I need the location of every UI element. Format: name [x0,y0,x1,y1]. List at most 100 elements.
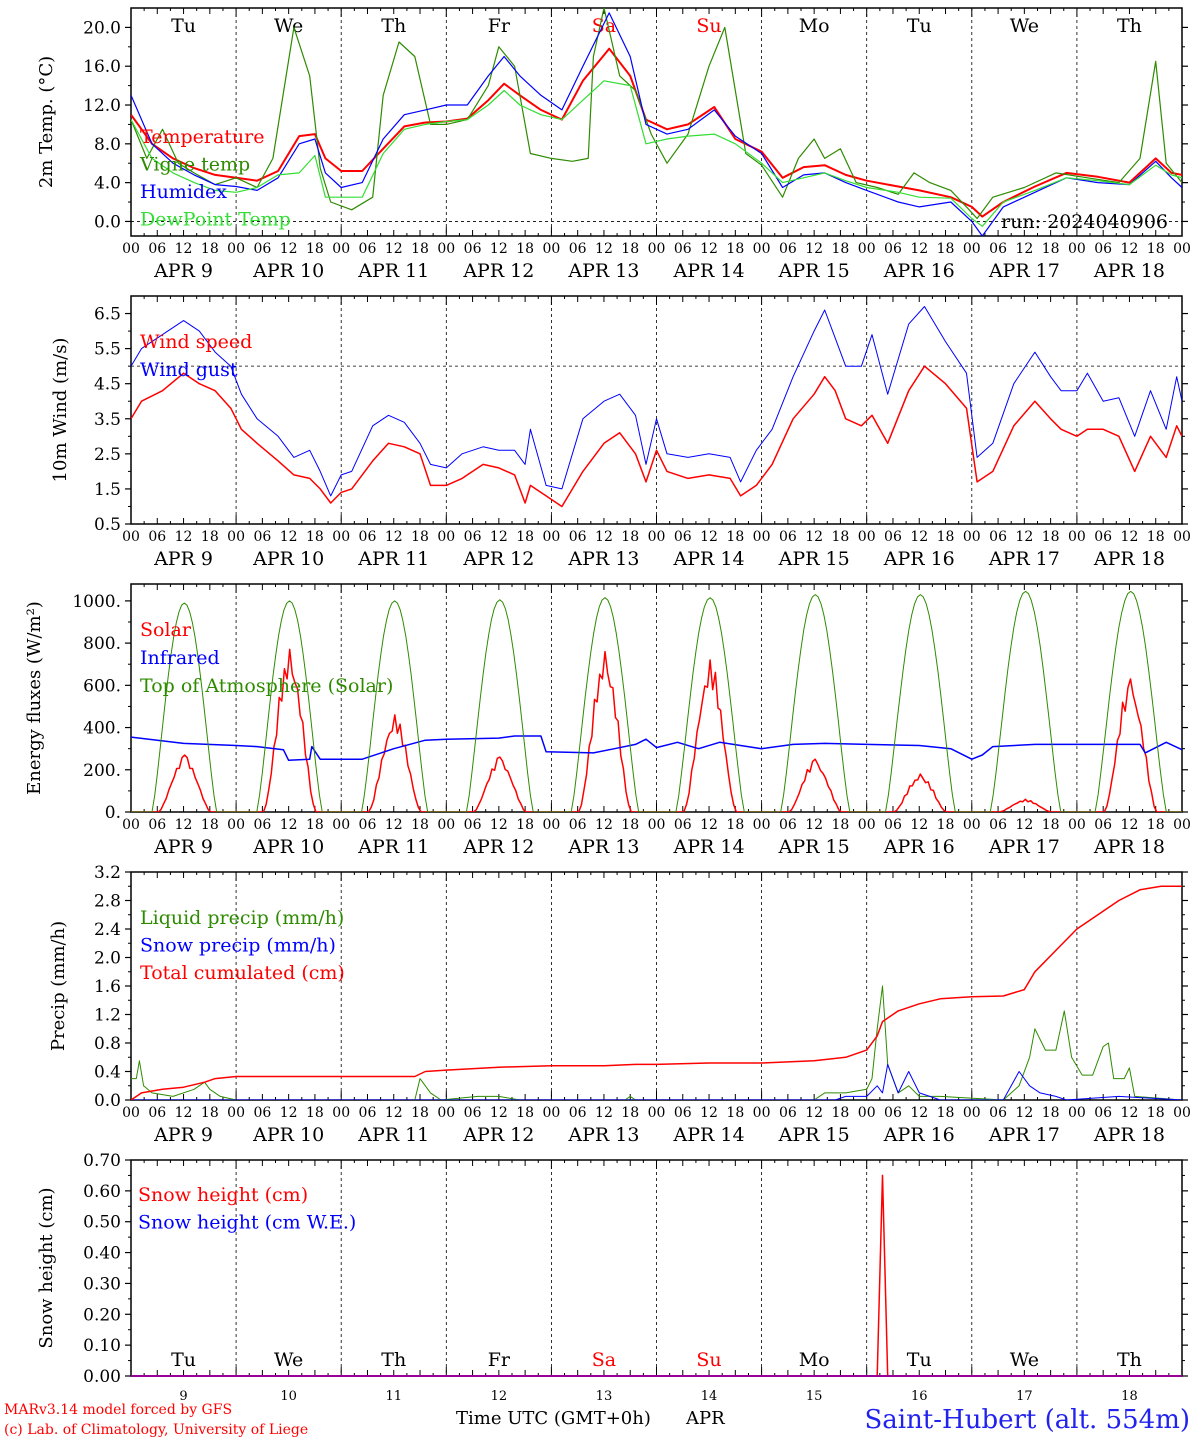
flux-hour-label: 00 [332,817,350,833]
precip-hour-label: 00 [542,1105,560,1121]
flux-hour-label: 06 [464,817,482,833]
snow-legend-entry: Snow height (cm) [138,1184,308,1206]
precip-hour-label: 12 [1121,1105,1139,1121]
precip-legend-entry: Total cumulated (cm) [140,962,345,984]
precip-hour-label: 18 [1147,1105,1165,1121]
snow-day-number: 12 [491,1389,508,1404]
wind-y-tick-label: 4.5 [94,375,121,395]
flux-hour-label: 06 [1094,817,1112,833]
panel-snow: 0.00 0.10 0.20 0.30 0.40 0.50 0.60 0.70 Tu We Th Fr… [36,1151,1188,1404]
flux-hour-label: 00 [858,817,876,833]
wind-hour-label: 06 [148,529,166,545]
temp-hour-label: 00 [437,241,455,257]
flux-hour-label: 18 [201,817,219,833]
temp-date-label: APR 16 [883,260,955,282]
wind-hour-label: 06 [884,529,902,545]
temp-hour-label: 00 [858,241,876,257]
precip-hour-label: 12 [385,1105,403,1121]
flux-hour-label: 06 [674,817,692,833]
precip-hour-label: 00 [332,1105,350,1121]
wind-hour-label: 18 [306,529,324,545]
wind-hour-label: 18 [937,529,955,545]
flux-legend-entry: Infrared [140,647,220,669]
flux-hour-label: 12 [1121,817,1139,833]
temp-y-axis-label: 2m Temp. (°C) [36,56,57,188]
temp-date-label: APR 12 [462,260,534,282]
precip-legend-entry: Liquid precip (mm/h) [140,907,344,929]
temp-date-label: APR 10 [252,260,324,282]
flux-hour-label: 12 [490,817,508,833]
wind-y-tick-label: 3.5 [94,410,121,430]
wind-date-label: APR 18 [1093,548,1165,570]
snow-weekday-label: Sa [592,1349,616,1371]
flux-hour-label: 12 [805,817,823,833]
precip-hour-label: 18 [726,1105,744,1121]
temp-hour-label: 18 [937,241,955,257]
temp-hour-label: 18 [411,241,429,257]
temp-weekday-label: Mo [799,15,830,37]
temp-series-temperature [131,47,1182,218]
wind-y-tick-label: 0.5 [94,515,121,535]
snow-weekday-label: Tu [171,1349,196,1371]
snow-y-tick-label: 0.00 [83,1367,121,1387]
temp-y-tick-label: 12.0 [83,96,121,116]
wind-hour-label: 00 [227,529,245,545]
snow-day-number: 18 [1121,1389,1138,1404]
precip-y-tick-label: 0.4 [94,1063,121,1083]
flux-series-infrared [131,735,1182,762]
temp-weekday-label: We [274,15,303,37]
temp-legend-entry: Temperature [140,126,264,148]
panel-flux: 0. 200. 400. 600. 800. 1000. 00 06 12 18 00 06 12 18 0… [24,583,1191,858]
wind-hour-label: 00 [122,529,140,545]
precip-date-label: APR 15 [778,1124,850,1146]
temp-legend-entry: Vigne temp [139,154,250,176]
precip-hour-label: 06 [989,1105,1007,1121]
temp-weekday-label: Th [381,15,406,37]
precip-series-snow-precip-mm-h [131,1063,1182,1100]
temp-y-tick-label: 20.0 [83,18,121,38]
precip-date-label: APR 12 [462,1124,534,1146]
flux-hour-label: 18 [832,817,850,833]
flux-hour-label: 12 [910,817,928,833]
wind-y-tick-label: 5.5 [94,340,121,360]
precip-legend-entry: Snow precip (mm/h) [140,935,336,957]
snow-weekday-label: Su [696,1349,721,1371]
wind-hour-label: 12 [175,529,193,545]
wind-legend-entry: Wind gust [140,359,238,381]
run-label: run: 2024040906 [1001,211,1168,233]
precip-y-tick-label: 0.0 [94,1091,121,1111]
precip-hour-label: 18 [937,1105,955,1121]
precip-hour-label: 12 [805,1105,823,1121]
precip-hour-label: 18 [411,1105,429,1121]
flux-date-label: APR 13 [567,836,639,858]
precip-hour-label: 00 [1068,1105,1086,1121]
temp-weekday-label: Fr [488,15,511,37]
precip-hour-label: 00 [858,1105,876,1121]
snow-weekday-label: Mo [799,1349,830,1371]
snow-weekday-label: Th [381,1349,406,1371]
panels: 0.04.08.012.016.020.000 06 12 18 00 06 12 18 00 0… [24,7,1191,1404]
temp-hour-label: 12 [1121,241,1139,257]
temp-hour-label: 12 [280,241,298,257]
flux-hour-label: 18 [621,817,639,833]
wind-hour-label: 06 [1094,529,1112,545]
flux-date-label: APR 17 [988,836,1060,858]
snow-weekday-label: Tu [907,1349,932,1371]
panel-precip: 0.0 0.4 0.8 1.2 1.6 2.0 2.4 2.8 3.2 00 06 12 18 00 06 1… [48,863,1191,1146]
x-axis-month: APR [685,1408,725,1429]
temp-hour-label: 06 [779,241,797,257]
precip-series-liquid-precip-mm-h [131,985,1182,1100]
precip-hour-label: 18 [306,1105,324,1121]
wind-date-label: APR 15 [778,548,850,570]
precip-hour-label: 00 [227,1105,245,1121]
snow-day-number: 17 [1016,1389,1033,1404]
precip-y-tick-label: 2.0 [94,949,121,969]
wind-hour-label: 00 [1068,529,1086,545]
wind-hour-label: 18 [726,529,744,545]
wind-hour-label: 18 [832,529,850,545]
temp-weekday-label: Tu [907,15,932,37]
flux-hour-label: 00 [963,817,981,833]
wind-y-tick-label: 2.5 [94,445,121,465]
precip-hour-label: 12 [1015,1105,1033,1121]
